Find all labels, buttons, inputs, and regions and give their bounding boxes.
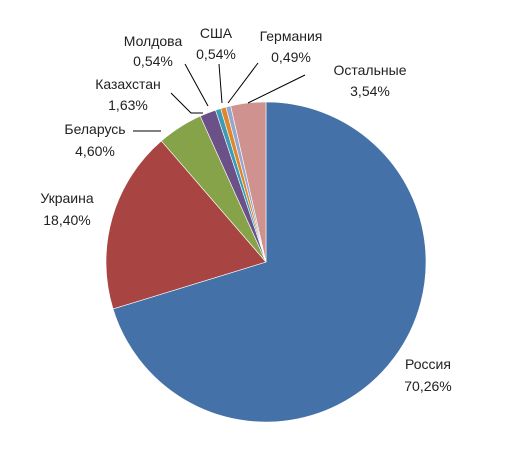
pie-slice-russia	[112, 101, 427, 423]
leader-line-usa	[218, 63, 223, 104]
slice-name-others: Остальные	[334, 62, 407, 78]
data-label-kazakhstan: 1,63%	[108, 97, 148, 113]
data-label-russia: 70,26%	[404, 378, 451, 394]
slice-name-usa: США	[200, 25, 233, 41]
slice-name-belarus: Беларусь	[64, 121, 125, 137]
leader-lines	[133, 62, 306, 132]
leader-line-others	[247, 74, 306, 104]
data-label-usa: 0,54%	[196, 46, 236, 62]
leader-line-germany	[227, 62, 259, 104]
data-label-germany: 0,49%	[271, 49, 311, 65]
data-label-ukraine: 18,40%	[43, 212, 90, 228]
slice-name-germany: Германия	[260, 28, 323, 44]
pie-slice-ukraine	[105, 140, 267, 310]
pie-slices	[105, 101, 427, 423]
data-label-moldova: 0,54%	[133, 53, 173, 69]
data-label-belarus: 4,60%	[75, 143, 115, 159]
data-label-others: 3,54%	[350, 83, 390, 99]
slice-name-ukraine: Украина	[40, 190, 94, 206]
pie-labels: Россия 70,26% Украина 18,40% Беларусь 4,…	[40, 25, 451, 394]
leader-line-kazakhstan	[170, 92, 203, 114]
slice-name-moldova: Молдова	[124, 33, 183, 49]
leader-line-moldova	[184, 63, 209, 107]
slice-name-russia: Россия	[405, 356, 451, 372]
slice-name-kazakhstan: Казахстан	[95, 76, 161, 92]
